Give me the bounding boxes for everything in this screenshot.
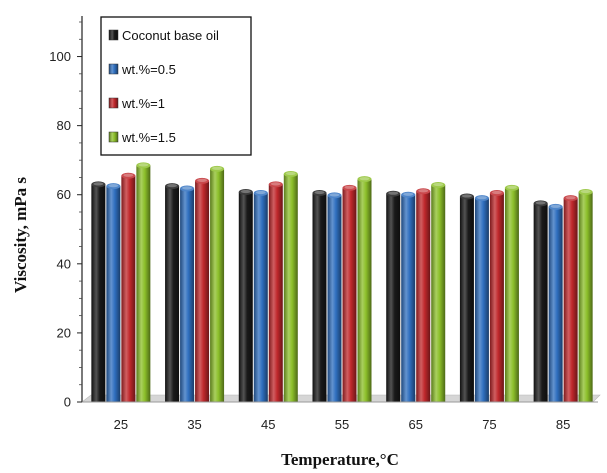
bar-45-series-0 [238,188,253,402]
y-axis-title: Viscosity, mPa s [11,177,30,293]
legend-swatch [108,131,119,143]
legend-box [100,16,252,156]
bar-35-series-2 [195,177,210,402]
y-tick-label: 20 [57,325,71,340]
legend-swatch [108,97,119,109]
bar-85-series-2 [563,195,578,402]
y-tick-label: 0 [64,395,71,410]
bar-75-series-3 [504,184,519,402]
bar-35-series-3 [210,165,225,402]
bar-45-series-3 [283,171,298,402]
x-tick-label: 55 [335,417,349,432]
x-tick-label: 35 [187,417,201,432]
bar-25-series-3 [136,162,151,402]
y-tick-label: 80 [57,118,71,133]
x-tick-label: 85 [556,417,570,432]
bar-25-series-1 [106,183,121,402]
legend-label: wt.%=0.5 [121,62,176,77]
bar-25-series-0 [91,181,106,402]
bar-75-series-2 [489,190,504,402]
bars-group [91,162,593,402]
bar-85-series-1 [548,203,563,402]
bar-35-series-0 [165,183,180,402]
bar-55-series-2 [342,184,357,402]
legend: Coconut base oil wt.%=0.5 wt.%=1 wt.%=1.5 [100,16,252,156]
axes-group [81,16,598,403]
x-ticks-group: 25 35 45 55 65 75 85 [114,417,571,432]
bar-75-series-1 [474,195,489,402]
bar-25-series-2 [121,172,136,402]
y-tick-label: 100 [49,49,71,64]
bar-85-series-0 [533,200,548,402]
bar-75-series-0 [459,193,474,402]
y-ticks-group: 0 20 40 60 80 100 [49,21,82,410]
legend-label: wt.%=1.5 [121,130,176,145]
bar-65-series-1 [401,191,416,402]
bar-55-series-1 [327,192,342,402]
legend-label: wt.%=1 [121,96,165,111]
x-tick-label: 65 [408,417,422,432]
bar-85-series-3 [578,188,593,402]
x-tick-label: 45 [261,417,275,432]
bar-45-series-2 [268,181,283,402]
x-tick-label: 75 [482,417,496,432]
legend-swatch [108,63,119,75]
bar-65-series-0 [386,190,401,402]
legend-label: Coconut base oil [122,28,219,43]
bar-45-series-1 [253,190,268,402]
bar-55-series-3 [357,176,372,402]
x-axis-title: Temperature,°C [281,450,399,469]
legend-swatch [108,29,119,41]
x-tick-label: 25 [114,417,128,432]
bar-35-series-1 [180,185,195,402]
y-tick-label: 40 [57,256,71,271]
y-tick-label: 60 [57,187,71,202]
bar-55-series-0 [312,190,327,402]
bar-65-series-2 [416,188,431,402]
bar-65-series-3 [431,182,446,402]
